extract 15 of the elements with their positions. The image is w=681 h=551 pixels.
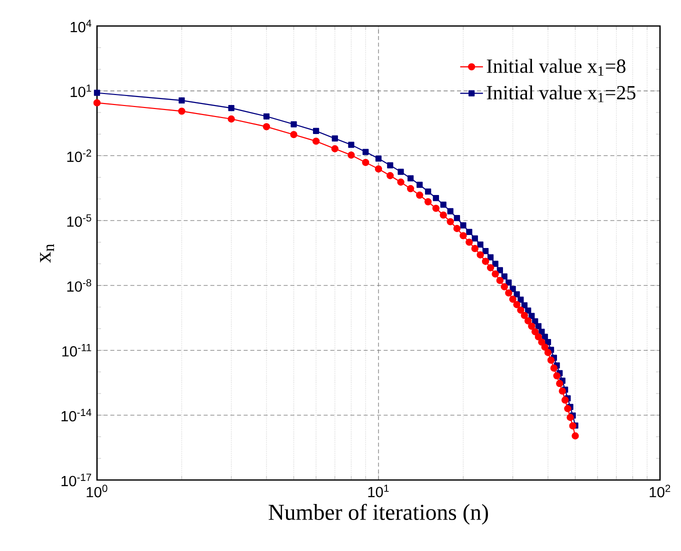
x-tick-label: 10$^{1}$ [368,484,389,498]
y-axis-title: x$_{n}$ [40,244,54,263]
x-tick-label: 10$^{0}$ [86,484,108,498]
legend-label: Initial value x$_{1}$=8 [486,58,626,76]
x-axis-title: Number of iterations (n) [268,504,488,525]
legend-label: Initial value x$_{1}$=25 [486,85,636,102]
y-tick-label: 10$^{-17}$ [62,474,92,486]
y-tick-label: 10$^{-11}$ [62,344,92,357]
y-tick-label: 10$^{-14}$ [62,408,92,422]
y-tick-label: 10$^{-5}$ [67,214,92,227]
y-tick-label: 10$^{-8}$ [67,279,92,292]
x-tick-label: 10$^{2}$ [650,484,670,498]
y-tick-label: 10$^{-2}$ [67,149,92,162]
y-tick-label: 10$^{1}$ [70,84,92,98]
y-tick-label: 10$^{4}$ [70,20,92,32]
